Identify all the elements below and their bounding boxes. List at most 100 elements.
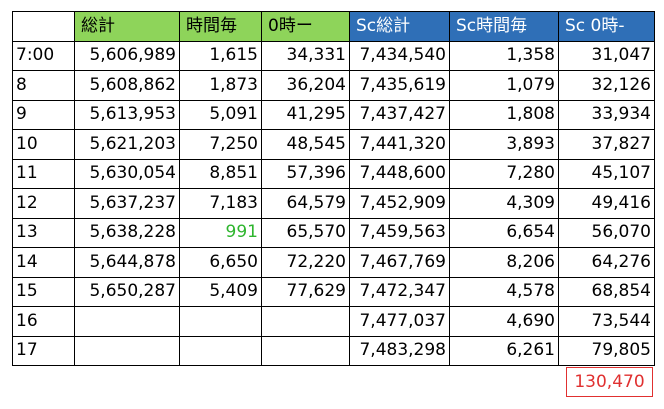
time-cell: 16 [12,306,75,337]
sc-total-cell: 7,437,427 [349,99,450,130]
header-sc-hourly: Sc時間毎 [449,11,559,42]
total-cell: 5,606,989 [74,40,180,71]
header-since-midnight: 0時ー [261,11,350,42]
table-row: 17 7,483,298 6,261 79,805 [12,335,655,366]
sc-total-cell: 7,448,600 [349,158,450,189]
sc-since-midnight-cell: 31,047 [558,40,655,71]
time-cell: 13 [12,217,75,248]
time-cell: 8 [12,70,75,101]
sc-hourly-cell: 1,358 [449,40,559,71]
sc-hourly-cell: 6,654 [449,217,559,248]
table-row: 16 7,477,037 4,690 73,544 [12,306,655,337]
hourly-cell: 5,409 [179,276,262,307]
sc-hourly-cell: 8,206 [449,247,559,278]
sc-total-cell: 7,435,619 [349,70,450,101]
sc-hourly-cell: 4,309 [449,188,559,219]
sc-hourly-cell: 1,808 [449,99,559,130]
table-row: 8 5,608,862 1,873 36,204 7,435,619 1,079 32,12… [12,70,655,101]
sc-since-midnight-cell: 68,854 [558,276,655,307]
time-cell: 11 [12,158,75,189]
time-cell: 17 [12,335,75,366]
table-row: 15 5,650,287 5,409 77,629 7,472,347 4,578 68,8… [12,276,655,307]
since-midnight-cell [261,335,350,366]
time-cell: 9 [12,99,75,130]
table-row: 11 5,630,054 8,851 57,396 7,448,600 7,280 45,1… [12,158,655,189]
total-cell [74,306,180,337]
time-cell: 7:00 [12,40,75,71]
since-midnight-cell: 72,220 [261,247,350,278]
total-cell: 5,637,237 [74,188,180,219]
total-cell: 5,613,953 [74,99,180,130]
sc-hourly-cell: 4,690 [449,306,559,337]
table-body: 7:00 5,606,989 1,615 34,331 7,434,540 1,358 31… [12,40,655,366]
sc-since-midnight-cell: 45,107 [558,158,655,189]
table-row: 13 5,638,228 991 65,570 7,459,563 6,654 56,070 [12,217,655,248]
data-table: 総計 時間毎 0時ー Sc総計 Sc時間毎 Sc 0時- 7:00 5,606,9… [12,11,655,366]
sc-hourly-cell: 6,261 [449,335,559,366]
since-midnight-cell: 64,579 [261,188,350,219]
table-row: 14 5,644,878 6,650 72,220 7,467,769 8,206 64,2… [12,247,655,278]
header-corner-cell [12,11,75,42]
since-midnight-cell: 77,629 [261,276,350,307]
hourly-cell: 6,650 [179,247,262,278]
sc-total-cell: 7,452,909 [349,188,450,219]
since-midnight-cell: 57,396 [261,158,350,189]
hourly-cell: 1,615 [179,40,262,71]
total-cell: 5,650,287 [74,276,180,307]
header-row: 総計 時間毎 0時ー Sc総計 Sc時間毎 Sc 0時- [12,11,655,42]
since-midnight-cell: 36,204 [261,70,350,101]
since-midnight-cell: 34,331 [261,40,350,71]
sc-since-midnight-cell: 56,070 [558,217,655,248]
sc-since-midnight-cell: 32,126 [558,70,655,101]
since-midnight-cell: 41,295 [261,99,350,130]
hourly-cell [179,306,262,337]
sc-since-midnight-cell: 73,544 [558,306,655,337]
hourly-cell: 7,250 [179,129,262,160]
header-sc-total: Sc総計 [349,11,450,42]
sc-since-midnight-cell: 37,827 [558,129,655,160]
total-highlight-box: 130,470 [566,367,653,397]
sc-since-midnight-cell: 79,805 [558,335,655,366]
sc-total-cell: 7,467,769 [349,247,450,278]
since-midnight-cell: 48,545 [261,129,350,160]
total-cell: 5,608,862 [74,70,180,101]
table-row: 10 5,621,203 7,250 48,545 7,441,320 3,893 37,8… [12,129,655,160]
sc-since-midnight-cell: 33,934 [558,99,655,130]
sc-hourly-cell: 4,578 [449,276,559,307]
hourly-cell: 7,183 [179,188,262,219]
table-row: 9 5,613,953 5,091 41,295 7,437,427 1,808 33,93… [12,99,655,130]
sc-hourly-cell: 1,079 [449,70,559,101]
hourly-cell: 991 [179,217,262,248]
sc-total-cell: 7,472,347 [349,276,450,307]
total-cell: 5,630,054 [74,158,180,189]
header-sc-since-midnight: Sc 0時- [558,11,655,42]
sc-total-cell: 7,477,037 [349,306,450,337]
sc-since-midnight-cell: 64,276 [558,247,655,278]
hourly-cell [179,335,262,366]
time-cell: 15 [12,276,75,307]
sc-total-cell: 7,441,320 [349,129,450,160]
sc-hourly-cell: 3,893 [449,129,559,160]
header-hourly: 時間毎 [179,11,262,42]
total-cell [74,335,180,366]
total-cell: 5,638,228 [74,217,180,248]
hourly-cell: 1,873 [179,70,262,101]
spreadsheet: 総計 時間毎 0時ー Sc総計 Sc時間毎 Sc 0時- 7:00 5,606,9… [12,11,655,366]
hourly-cell: 8,851 [179,158,262,189]
time-cell: 10 [12,129,75,160]
since-midnight-cell: 65,570 [261,217,350,248]
table-row: 12 5,637,237 7,183 64,579 7,452,909 4,309 49,4… [12,188,655,219]
time-cell: 12 [12,188,75,219]
sc-total-cell: 7,483,298 [349,335,450,366]
sc-total-cell: 7,434,540 [349,40,450,71]
time-cell: 14 [12,247,75,278]
hourly-cell: 5,091 [179,99,262,130]
header-total: 総計 [74,11,180,42]
total-cell: 5,621,203 [74,129,180,160]
sc-total-cell: 7,459,563 [349,217,450,248]
table-row: 7:00 5,606,989 1,615 34,331 7,434,540 1,358 31… [12,40,655,71]
sc-hourly-cell: 7,280 [449,158,559,189]
total-cell: 5,644,878 [74,247,180,278]
sc-since-midnight-cell: 49,416 [558,188,655,219]
since-midnight-cell [261,306,350,337]
